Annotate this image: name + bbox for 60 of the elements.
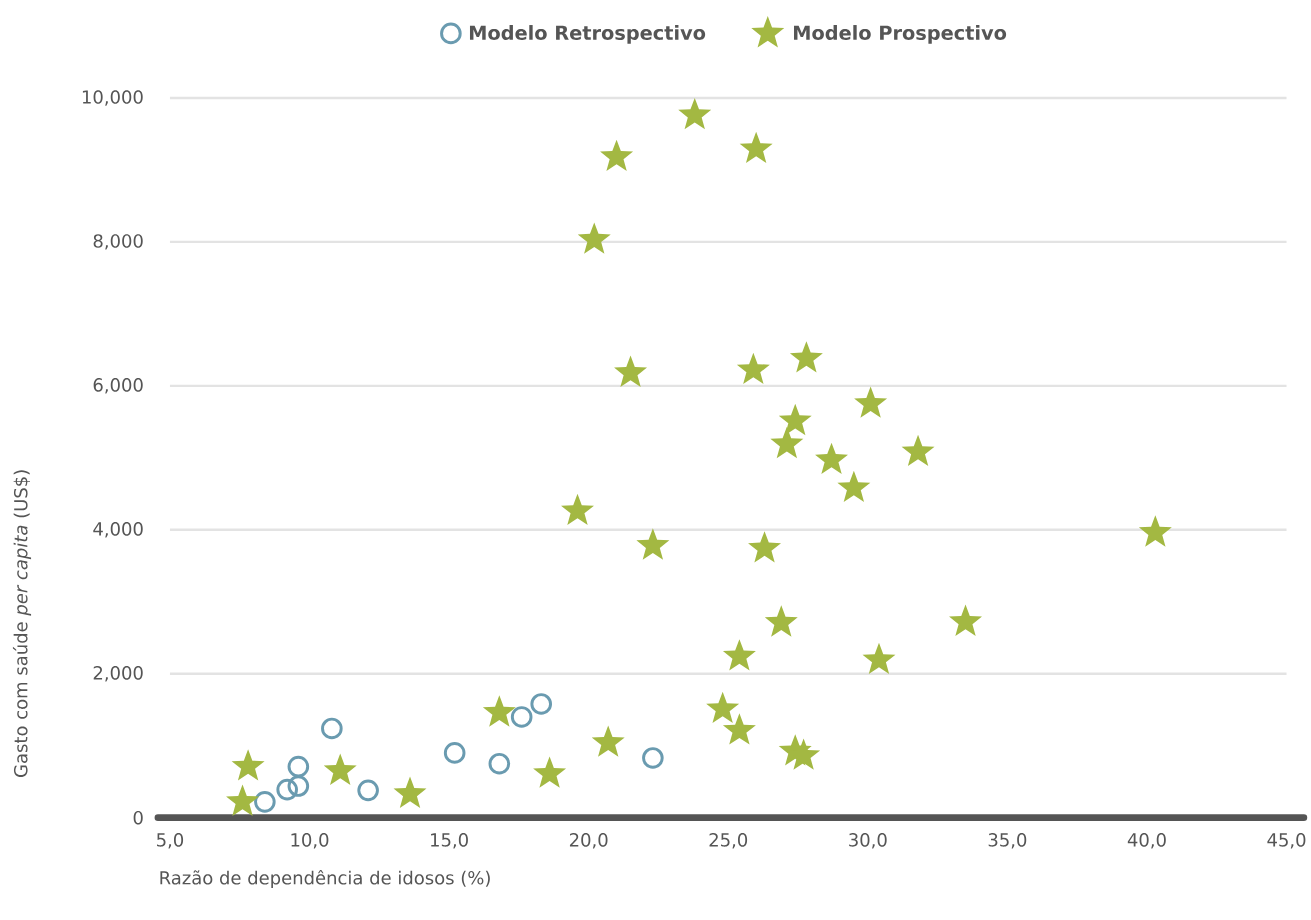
- point: [561, 493, 594, 526]
- point: [276, 779, 298, 801]
- point: [287, 775, 310, 797]
- point: [642, 747, 664, 769]
- point: [739, 131, 773, 164]
- point: [706, 691, 740, 724]
- point: [722, 713, 756, 745]
- point: [287, 755, 310, 778]
- point: [1138, 515, 1172, 547]
- point: [614, 355, 648, 388]
- point: [901, 434, 935, 467]
- x-tick-label: 10,0: [291, 833, 329, 849]
- point: [254, 791, 276, 813]
- point: [854, 386, 888, 419]
- point: [736, 352, 770, 385]
- x-tick-label: 5,0: [157, 833, 184, 849]
- y-tick-label: 4,000: [93, 522, 143, 538]
- point: [778, 403, 812, 436]
- point: [443, 742, 466, 764]
- x-tick-label: 45,0: [1267, 833, 1306, 849]
- point: [323, 753, 357, 786]
- x-tick-label: 25,0: [709, 833, 748, 849]
- y-axis-title: Gasto com saúde per capita (US$): [12, 470, 32, 778]
- point: [722, 639, 756, 671]
- point: [949, 604, 982, 637]
- x-tick-label: 20,0: [569, 833, 608, 849]
- point: [577, 222, 611, 254]
- x-axis-title: Razão de dependência de idosos (%): [160, 870, 490, 889]
- y-tick-label: 0: [133, 811, 143, 825]
- point: [231, 749, 265, 781]
- point: [321, 717, 343, 740]
- point: [678, 98, 712, 130]
- y-tick-label: 2,000: [93, 666, 143, 682]
- y-tick-label: 10,000: [82, 90, 143, 106]
- point: [862, 642, 896, 675]
- point: [533, 756, 567, 788]
- point: [815, 442, 848, 475]
- point: [226, 784, 259, 817]
- point: [600, 139, 634, 172]
- x-tick-label: 30,0: [849, 833, 887, 849]
- point: [789, 341, 823, 373]
- point: [530, 693, 553, 715]
- point: [488, 753, 511, 775]
- point: [357, 779, 379, 802]
- point: [748, 531, 782, 563]
- point: [636, 528, 670, 560]
- x-tick-label: 15,0: [431, 833, 468, 849]
- y-tick-label: 8,000: [93, 234, 143, 250]
- x-tick-label: 35,0: [988, 833, 1027, 849]
- point: [393, 776, 427, 809]
- y-tick-label: 6,000: [93, 378, 143, 394]
- x-tick-label: 40,0: [1127, 833, 1166, 849]
- point: [770, 426, 804, 459]
- point: [482, 695, 516, 727]
- point: [591, 725, 625, 758]
- point: [837, 470, 871, 503]
- legend-label: Modelo Retrospectivo: [469, 25, 706, 44]
- point: [764, 605, 798, 637]
- legend-label: Modelo Prospectivo: [794, 25, 1007, 44]
- point: [510, 706, 533, 728]
